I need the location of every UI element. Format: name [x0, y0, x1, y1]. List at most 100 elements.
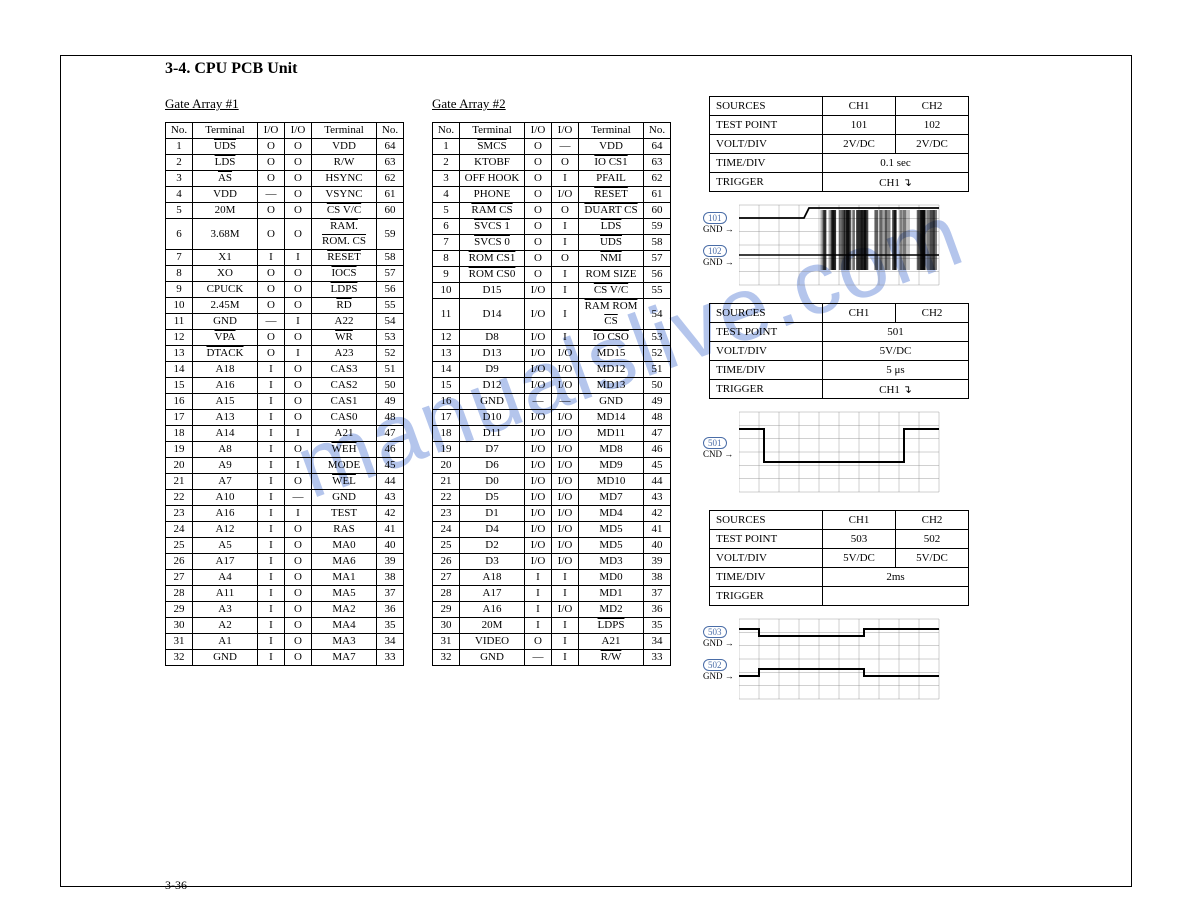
table-cell: D15 — [460, 283, 525, 299]
table-cell: 17 — [166, 410, 193, 426]
table-cell: I/O — [525, 458, 552, 474]
table-cell: I — [525, 586, 552, 602]
table-cell: VDD — [579, 139, 644, 155]
table-cell: D12 — [460, 378, 525, 394]
scope-3-waveform: 503GND →502GND → — [709, 614, 939, 709]
table-cell: 29 — [166, 602, 193, 618]
table-cell: 0.1 sec — [823, 154, 969, 173]
table-cell: MD15 — [579, 346, 644, 362]
table-header: Terminal — [579, 123, 644, 139]
table-row: 16A15IOCAS149 — [166, 394, 404, 410]
table-cell: MD5 — [579, 522, 644, 538]
table-cell: I/O — [552, 554, 579, 570]
table-cell: MA2 — [312, 602, 377, 618]
table-row: 29A16II/OMD236 — [433, 602, 671, 618]
table-cell: 46 — [644, 442, 671, 458]
table-row: VOLT/DIV5V/DC — [710, 342, 969, 361]
table-cell: 27 — [166, 570, 193, 586]
table-cell: I — [258, 618, 285, 634]
table-row: 16GND——GND49 — [433, 394, 671, 410]
table-cell: CH1 — [823, 97, 896, 116]
table-cell: RESET — [579, 187, 644, 203]
table-cell: A3 — [193, 602, 258, 618]
table-cell: 62 — [377, 171, 404, 187]
table-cell: CH1 — [823, 304, 896, 323]
table-cell: SOURCES — [710, 97, 823, 116]
table-cell: CAS0 — [312, 410, 377, 426]
table-cell: MA7 — [312, 650, 377, 666]
table-cell: O — [285, 634, 312, 650]
table-cell: A16 — [193, 378, 258, 394]
table-cell: 50 — [377, 378, 404, 394]
table-cell: O — [285, 378, 312, 394]
table-cell: O — [285, 187, 312, 203]
table-cell: MA0 — [312, 538, 377, 554]
table-cell: O — [285, 139, 312, 155]
table-cell: CS V/C — [312, 203, 377, 219]
table-cell: MD14 — [579, 410, 644, 426]
table-cell: CH1 ↴ — [823, 173, 969, 192]
table-cell: 5V/DC — [896, 549, 969, 568]
table-header: I/O — [525, 123, 552, 139]
table-row: 15A16IOCAS250 — [166, 378, 404, 394]
table-cell: I/O — [525, 346, 552, 362]
table-cell: A5 — [193, 538, 258, 554]
table-cell: 2.45M — [193, 298, 258, 314]
table-cell: RD — [312, 298, 377, 314]
table-cell: 18 — [433, 426, 460, 442]
table-row: 3OFF HOOKOIPFAIL62 — [433, 171, 671, 187]
table-cell: I — [258, 442, 285, 458]
table-cell: O — [285, 298, 312, 314]
table-cell: — — [525, 650, 552, 666]
table-cell: I — [258, 554, 285, 570]
table-cell: I — [258, 650, 285, 666]
table-row: 19D7I/OI/OMD846 — [433, 442, 671, 458]
table-cell: — — [258, 314, 285, 330]
table-cell: 49 — [377, 394, 404, 410]
table-header: I/O — [552, 123, 579, 139]
table-cell: VDD — [312, 139, 377, 155]
table-cell: D4 — [460, 522, 525, 538]
table-cell: 9 — [166, 282, 193, 298]
table-cell: 4 — [433, 187, 460, 203]
table-cell: 30 — [166, 618, 193, 634]
table-cell: 14 — [433, 362, 460, 378]
table-cell: I/O — [525, 474, 552, 490]
table-row: VOLT/DIV5V/DC5V/DC — [710, 549, 969, 568]
scope-label: 102GND → — [703, 245, 734, 267]
table-cell: I — [552, 171, 579, 187]
table-cell: 3 — [166, 171, 193, 187]
table-cell: A23 — [312, 346, 377, 362]
table-cell: O — [525, 203, 552, 219]
table-cell: MD10 — [579, 474, 644, 490]
table-row: 28A11IOMA537 — [166, 586, 404, 602]
table-row: 102.45MOORD55 — [166, 298, 404, 314]
table-cell: 20M — [460, 618, 525, 634]
table-cell: TEST POINT — [710, 116, 823, 135]
table-cell: TRIGGER — [710, 587, 823, 606]
table-cell: 26 — [166, 554, 193, 570]
table-cell: MA6 — [312, 554, 377, 570]
table-cell: 27 — [433, 570, 460, 586]
table-cell: VSYNC — [312, 187, 377, 203]
table-row: 2KTOBFOOIO CS163 — [433, 155, 671, 171]
table-cell: O — [525, 251, 552, 267]
table-cell: O — [525, 155, 552, 171]
table-cell: O — [285, 410, 312, 426]
table-cell: DUART CS — [579, 203, 644, 219]
table-cell: I — [258, 570, 285, 586]
table-row: 24D4I/OI/OMD541 — [433, 522, 671, 538]
table-cell: A2 — [193, 618, 258, 634]
table-cell: PHONE — [460, 187, 525, 203]
gate-array-2-block: Gate Array #2 No.TerminalI/OI/OTerminalN… — [432, 96, 671, 666]
table-row: 7SVCS 0OIUDS58 — [433, 235, 671, 251]
table-row: 2LDSOOR/W63 — [166, 155, 404, 171]
table-row: 9ROM CS0OIROM SIZE56 — [433, 267, 671, 283]
table-cell: O — [285, 219, 312, 250]
table-cell: O — [258, 266, 285, 282]
table-cell: 20 — [166, 458, 193, 474]
table-cell: 52 — [377, 346, 404, 362]
table-cell: 11 — [166, 314, 193, 330]
table-cell: CAS2 — [312, 378, 377, 394]
table-cell: O — [285, 522, 312, 538]
